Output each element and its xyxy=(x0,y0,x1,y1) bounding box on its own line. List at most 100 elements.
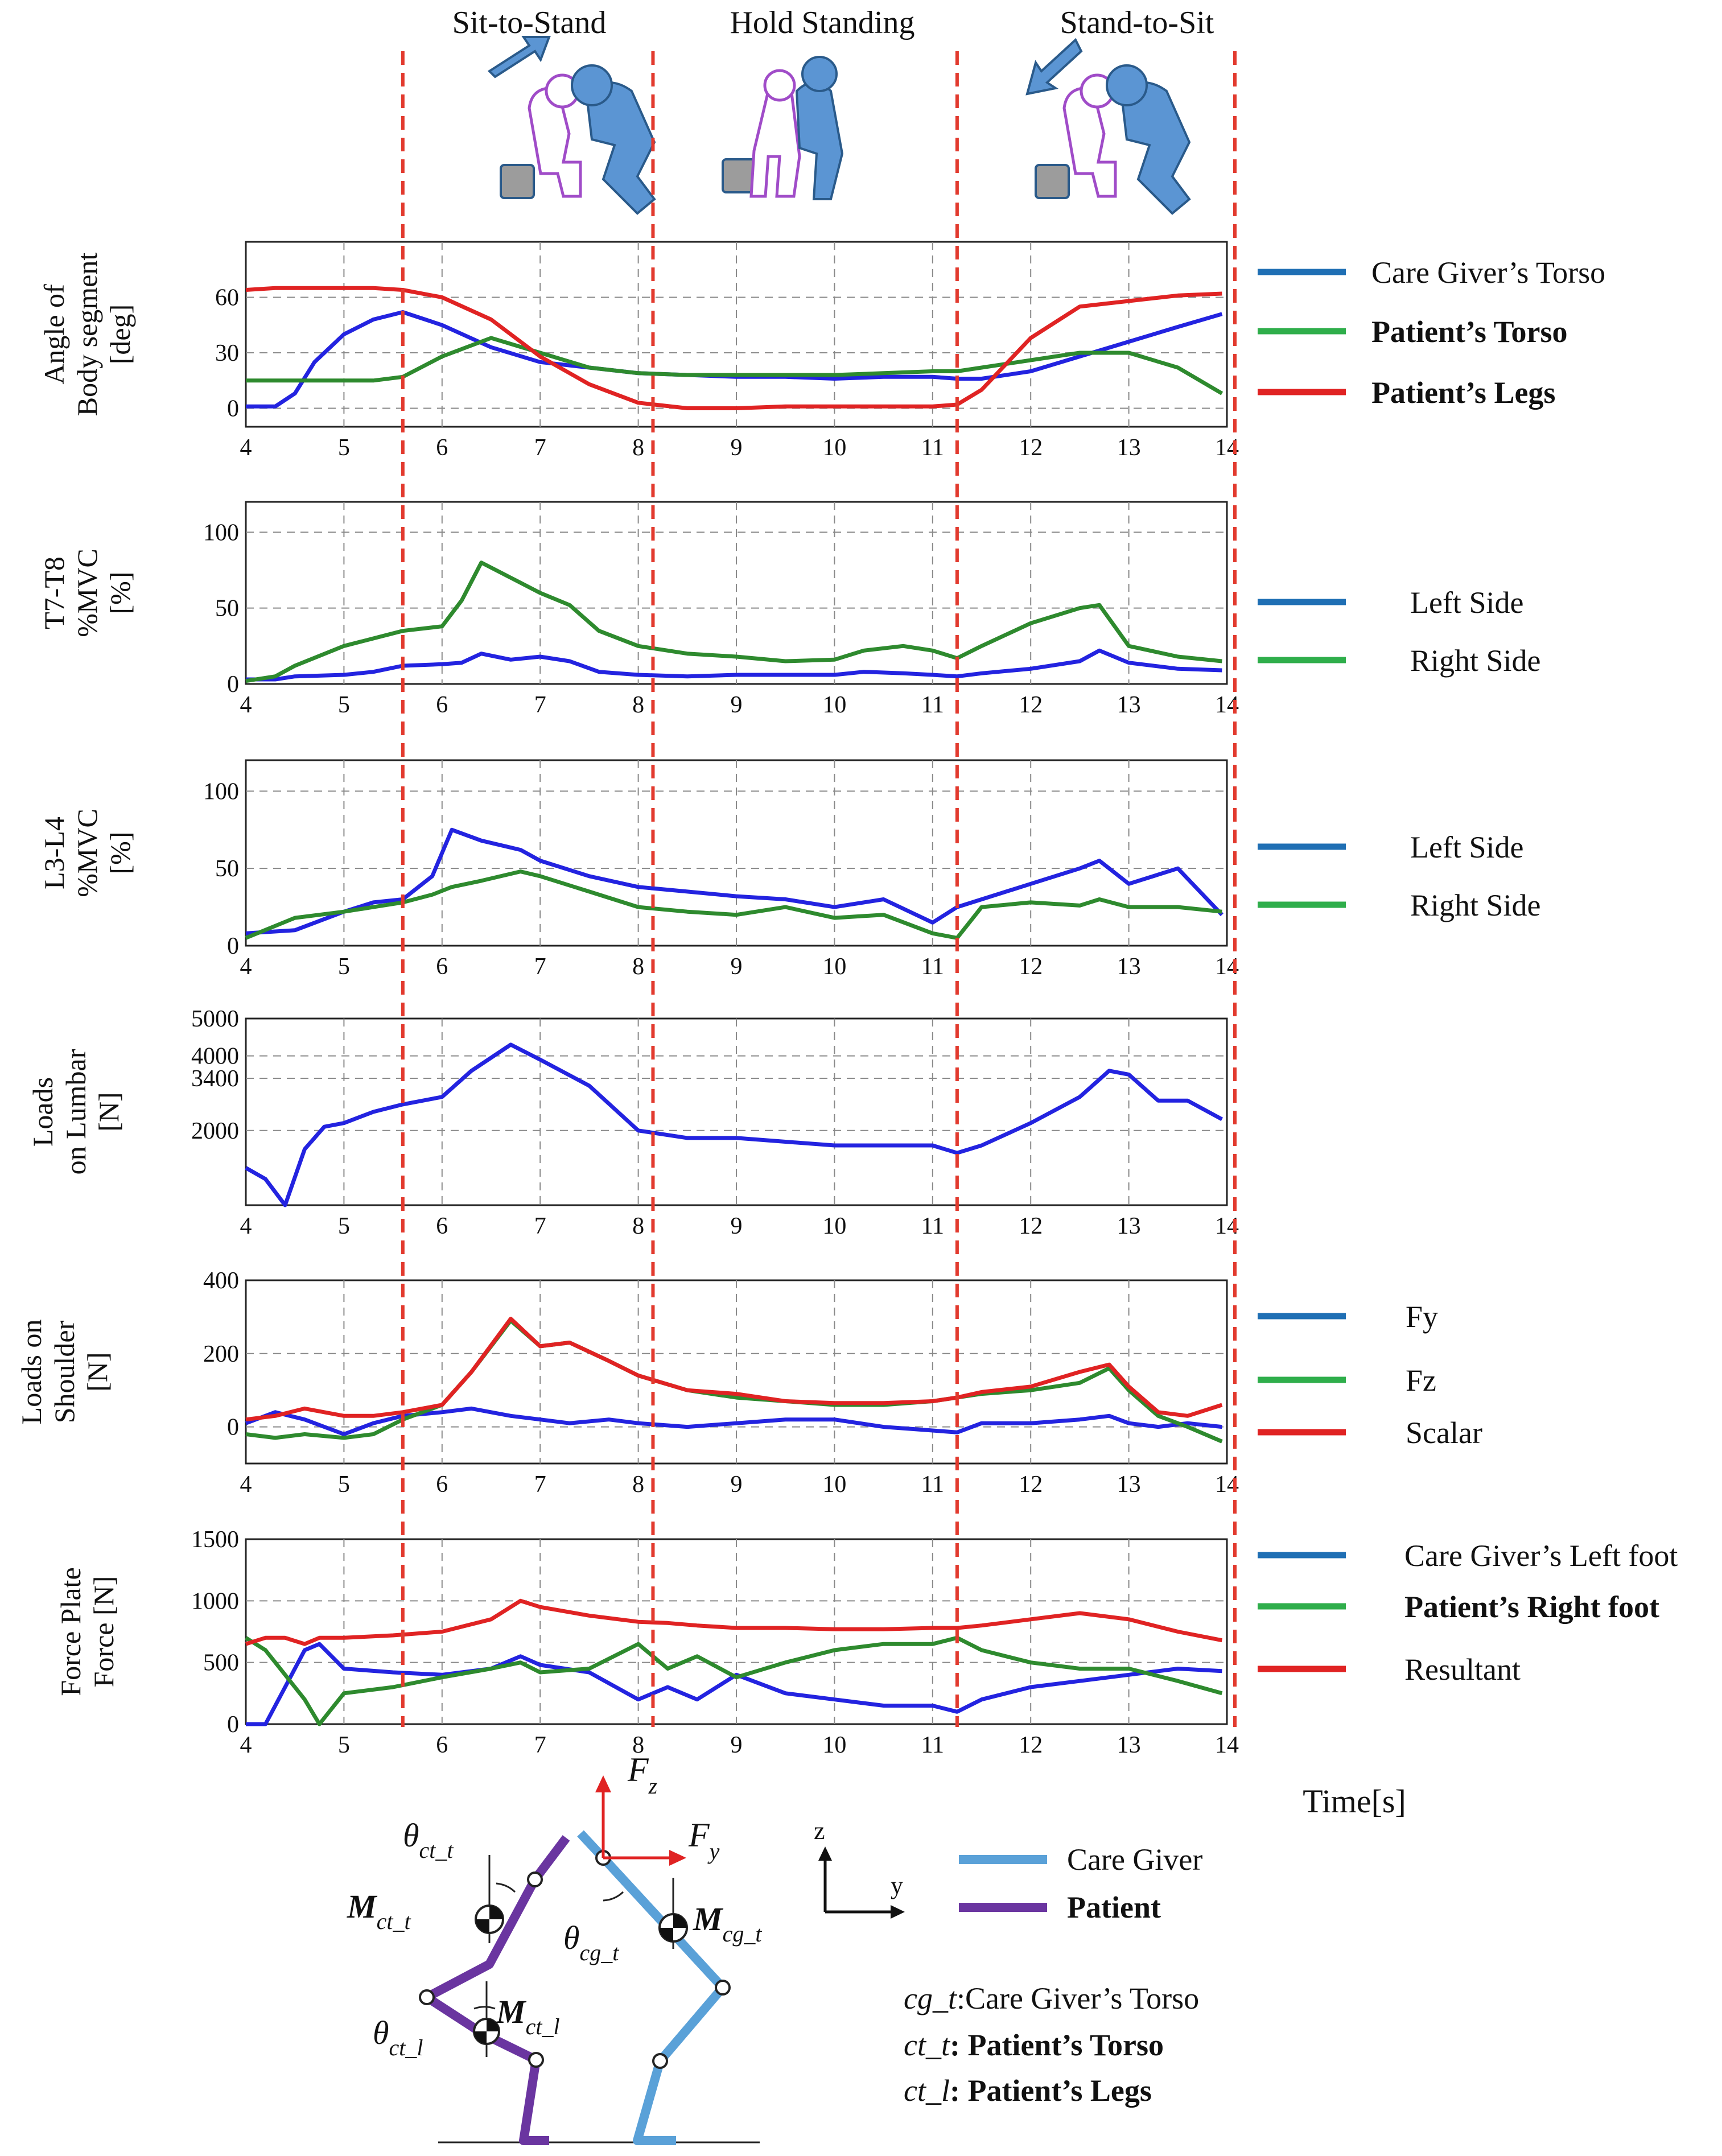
y-axis-title: [%] xyxy=(104,832,136,875)
x-tick-label: 6 xyxy=(436,954,448,980)
x-tick-label: 5 xyxy=(338,1732,350,1758)
abbrev-text-ct-t: : Patient’s Torso xyxy=(950,2028,1164,2062)
x-tick-label: 10 xyxy=(822,954,846,980)
series-patient-s-right-foot xyxy=(245,1635,1223,1726)
pictogram-stand-to-sit xyxy=(1025,38,1191,215)
phase-boundaries xyxy=(401,51,1237,1727)
legend-label: Fz xyxy=(1406,1363,1436,1398)
x-tick-label: 10 xyxy=(822,692,846,718)
x-tick-label: 7 xyxy=(534,954,546,980)
x-tick-label: 12 xyxy=(1019,954,1043,980)
phase-title-hold-standing: Hold Standing xyxy=(730,5,914,40)
y-axis-title: T7-T8 xyxy=(38,556,70,629)
abbrev-key-ct-l: ct_l xyxy=(904,2073,950,2108)
x-tick-label: 11 xyxy=(921,1732,944,1758)
y-tick-label: 0 xyxy=(227,1415,239,1441)
legend-label: Patient’s Legs xyxy=(1371,376,1555,410)
m-ct-l-symbol: M xyxy=(496,1993,527,2030)
x-tick-label: 7 xyxy=(534,1732,546,1758)
phase-title-stand-to-sit: Stand-to-Sit xyxy=(1060,5,1214,40)
legend-label: Patient’s Right foot xyxy=(1404,1590,1659,1624)
y-tick-label: 3400 xyxy=(191,1066,239,1092)
x-tick-label: 13 xyxy=(1117,954,1141,980)
x-tick-label: 13 xyxy=(1117,1732,1141,1758)
x-tick-label: 9 xyxy=(731,1471,743,1498)
x-tick-label: 12 xyxy=(1019,435,1043,461)
pictogram-sit-to-stand xyxy=(487,36,656,215)
y-axis-title: Loads on xyxy=(15,1320,47,1425)
abbrev-key-cg-t: cg_t xyxy=(904,1981,958,2015)
x-tick-label: 6 xyxy=(436,692,448,718)
series-lumbar xyxy=(245,1042,1223,1207)
axis-label-z: z xyxy=(814,1817,825,1845)
theta-ct-l-symbol: θ xyxy=(373,2014,389,2051)
abbrev-key-ct-t: ct_t xyxy=(904,2028,951,2062)
x-tick-label: 6 xyxy=(436,1732,448,1758)
care-giver-body xyxy=(577,1830,727,2145)
y-tick-label: 2000 xyxy=(191,1118,239,1144)
y-tick-label: 0 xyxy=(227,396,239,422)
y-tick-label: 400 xyxy=(203,1268,239,1294)
x-tick-label: 8 xyxy=(632,1471,644,1498)
svg-text:Mct_t: Mct_t xyxy=(347,1888,411,1934)
series-left-side xyxy=(245,827,1223,935)
x-tick-label: 7 xyxy=(534,1213,546,1239)
x-tick-label: 9 xyxy=(731,1213,743,1239)
x-tick-label: 7 xyxy=(534,435,546,461)
x-tick-label: 9 xyxy=(731,1732,743,1758)
y-axis-title: Shoulder xyxy=(48,1320,80,1423)
legend-label: Right Side xyxy=(1410,888,1541,922)
series-fy xyxy=(245,1406,1222,1436)
x-tick-label: 10 xyxy=(822,1732,846,1758)
y-tick-label: 50 xyxy=(215,856,239,882)
y-axis-title: Loads xyxy=(27,1077,59,1147)
series-resultant xyxy=(245,1598,1223,1646)
legend-label: Patient’s Torso xyxy=(1371,315,1568,349)
m-cg-t-symbol: M xyxy=(693,1901,724,1937)
legend-label: Care Giver’s Torso xyxy=(1371,255,1605,290)
svg-text:Mcg_t: Mcg_t xyxy=(693,1901,762,1947)
x-tick-label: 5 xyxy=(338,1471,350,1498)
patient-body xyxy=(422,1835,570,2145)
y-tick-label: 60 xyxy=(215,285,239,311)
x-tick-label: 13 xyxy=(1117,692,1141,718)
y-axis-title: on Lumbar xyxy=(60,1049,92,1174)
x-tick-label: 12 xyxy=(1019,1471,1043,1498)
abbrev-text-ct-l: : Patient’s Legs xyxy=(950,2073,1152,2108)
fy-subscript: y xyxy=(707,1838,720,1864)
x-tick-label: 5 xyxy=(338,954,350,980)
series-patient-s-torso xyxy=(246,336,1223,395)
x-tick-label: 8 xyxy=(632,692,644,718)
m-cg-t-subscript: cg_t xyxy=(723,1921,763,1947)
svg-text:Fy: Fy xyxy=(688,1816,720,1864)
x-tick-label: 13 xyxy=(1117,1471,1141,1498)
fz-label: F xyxy=(627,1751,649,1788)
x-tick-label: 5 xyxy=(338,1213,350,1239)
y-axis-title: [N] xyxy=(93,1092,125,1131)
x-tick-label: 4 xyxy=(240,954,252,980)
phase-titles: Sit-to-Stand Hold Standing Stand-to-Sit xyxy=(452,5,1214,40)
theta-ct-l-subscript: ct_l xyxy=(389,2035,423,2060)
theta-cg-t-symbol: θ xyxy=(563,1919,580,1956)
svg-text:ct_l: Patient’s Legs: ct_l: Patient’s Legs xyxy=(904,2073,1152,2108)
legend-label: Left Side xyxy=(1410,830,1523,864)
legend-label-care-giver: Care Giver xyxy=(1067,1842,1202,1877)
x-tick-label: 9 xyxy=(731,435,743,461)
y-axis-title: [N] xyxy=(81,1352,113,1391)
svg-text:Fz: Fz xyxy=(627,1751,658,1799)
y-axis-title: [deg] xyxy=(104,304,136,365)
theta-ct-t-symbol: θ xyxy=(403,1817,419,1854)
moment-marker-cg-t xyxy=(658,1913,688,1943)
moment-marker-ct-l xyxy=(473,2018,500,2045)
svg-text:ct_t: Patient’s Torso: ct_t: Patient’s Torso xyxy=(904,2028,1164,2062)
series-right-side xyxy=(245,560,1222,683)
x-tick-label: 6 xyxy=(436,1213,448,1239)
x-tick-label: 7 xyxy=(534,1471,546,1498)
y-axis-title: Body segment xyxy=(71,253,103,417)
y-tick-label: 200 xyxy=(203,1341,239,1367)
